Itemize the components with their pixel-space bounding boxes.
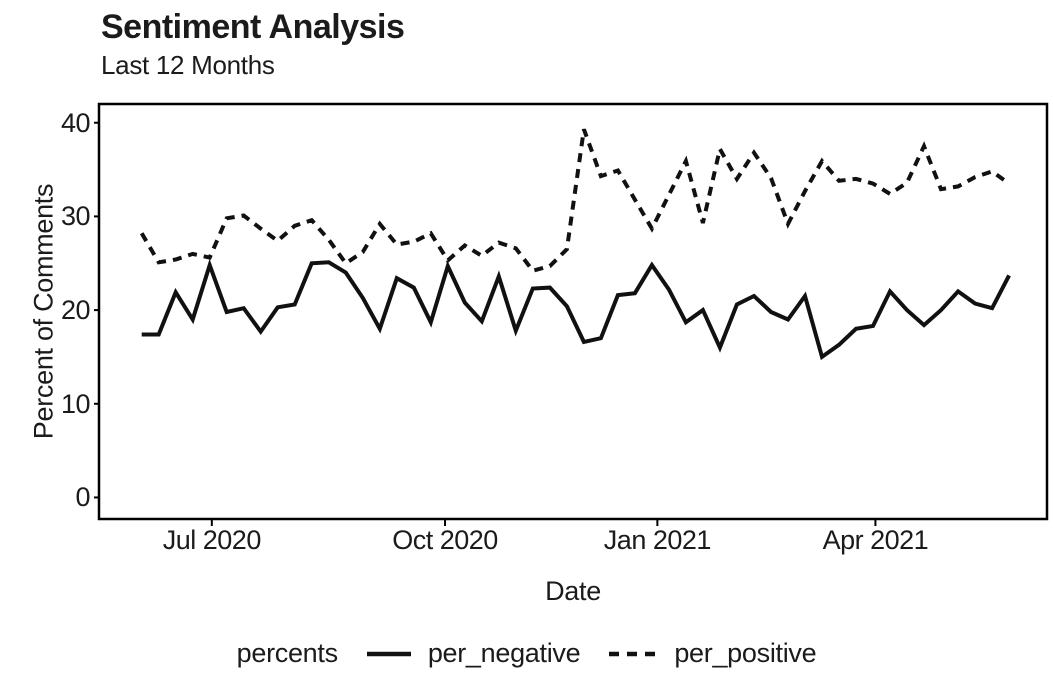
x-tick-label: Oct 2020 bbox=[392, 525, 498, 555]
y-tick-label: 20 bbox=[60, 295, 91, 326]
legend-label-per-negative: per_negative bbox=[427, 638, 581, 668]
legend-title: percents bbox=[236, 638, 338, 668]
y-tick-label: 30 bbox=[60, 201, 91, 232]
dashed-line-swatch-icon bbox=[609, 651, 658, 656]
x-tick-label: Jul 2020 bbox=[162, 525, 262, 555]
legend-item-per-positive: per_positive bbox=[608, 638, 817, 669]
y-tick-label: 10 bbox=[60, 388, 91, 419]
x-tick-label: Apr 2021 bbox=[822, 525, 929, 555]
series-line-per_negative bbox=[141, 258, 1011, 361]
series-line-per_positive bbox=[139, 128, 1011, 273]
legend: percents per_negative per_positive bbox=[0, 638, 1053, 669]
legend-label-per-positive: per_positive bbox=[674, 638, 817, 668]
y-tick-label: 40 bbox=[60, 107, 91, 138]
x-axis-title: Date bbox=[545, 576, 601, 606]
solid-line-swatch-icon bbox=[366, 651, 411, 656]
plot-panel bbox=[94, 102, 1052, 530]
legend-item-per-negative: per_negative bbox=[366, 638, 581, 669]
chart-title: Sentiment Analysis bbox=[101, 8, 405, 46]
plot-svg bbox=[94, 102, 1049, 526]
panel-border bbox=[97, 102, 1049, 521]
x-tick-label: Jan 2021 bbox=[603, 525, 712, 555]
y-tick-label: 0 bbox=[75, 482, 90, 513]
chart-subtitle: Last 12 Months bbox=[101, 50, 275, 80]
